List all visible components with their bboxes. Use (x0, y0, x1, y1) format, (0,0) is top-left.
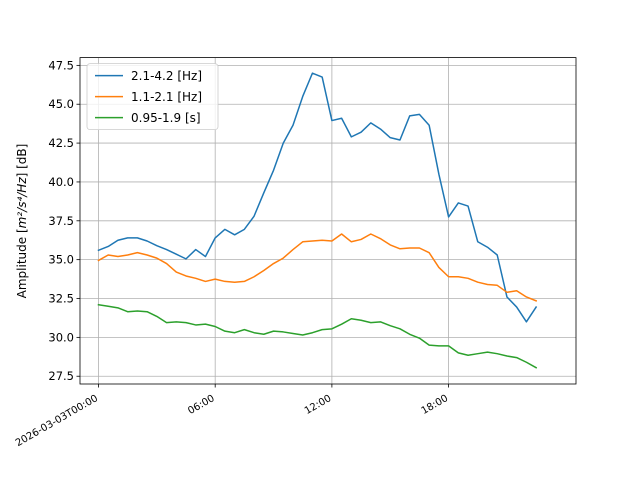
y-tick-label: 42.5 (48, 136, 74, 150)
y-axis-label-end: ] [dB] (15, 144, 29, 178)
legend-frame (86, 63, 219, 130)
series-line (97, 72, 538, 323)
legend-label: 1.1-2.1 [Hz] (131, 90, 202, 104)
y-axis-label: Amplitude [m²/s⁴/Hz] [dB] (15, 144, 29, 299)
y-tick-label: 35.0 (48, 253, 74, 267)
legend-label: 2.1-4.2 [Hz] (131, 69, 202, 83)
y-tick-label: 32.5 (48, 292, 74, 306)
y-axis: 27.5 30.0 32.5 35.0 37.5 40.0 42.5 45.0 47.5 (48, 58, 80, 383)
series-line (97, 233, 538, 302)
y-tick-label: 45.0 (48, 97, 74, 111)
y-tick-label: 47.5 (48, 58, 74, 72)
series-line (97, 303, 538, 369)
y-axis-label-main: Amplitude [ (15, 228, 29, 298)
legend-label: 0.95-1.9 [s] (131, 111, 201, 125)
y-tick-label: 30.0 (48, 330, 74, 344)
legend: 2.1-4.2 [Hz] 1.1-2.1 [Hz] 0.95-1.9 [s] (86, 63, 219, 130)
series-layer (97, 72, 538, 369)
y-tick-label: 27.5 (48, 369, 74, 383)
y-axis-label-unit: m²/s⁴/Hz (15, 177, 29, 229)
y-tick-label: 40.0 (48, 175, 74, 189)
y-tick-label: 37.5 (48, 214, 74, 228)
